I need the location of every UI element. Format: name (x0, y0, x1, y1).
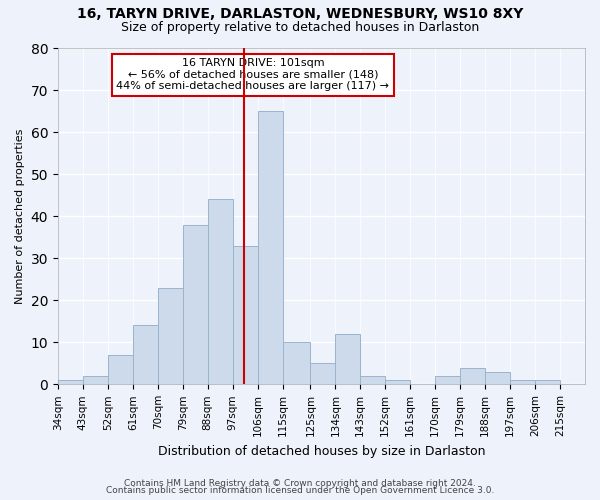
Bar (108, 355, 133, 384)
Y-axis label: Number of detached properties: Number of detached properties (15, 128, 25, 304)
Bar (83, 376, 108, 384)
Bar (257, 111, 283, 384)
Bar (208, 200, 233, 384)
Bar (535, 380, 560, 384)
Bar (133, 326, 158, 384)
Text: 16 TARYN DRIVE: 101sqm
← 56% of detached houses are smaller (148)
44% of semi-de: 16 TARYN DRIVE: 101sqm ← 56% of detached… (116, 58, 389, 92)
Bar (435, 376, 460, 384)
Bar (158, 288, 183, 384)
X-axis label: Distribution of detached houses by size in Darlaston: Distribution of detached houses by size … (158, 444, 485, 458)
Bar (485, 372, 510, 384)
Text: 16, TARYN DRIVE, DARLASTON, WEDNESBURY, WS10 8XY: 16, TARYN DRIVE, DARLASTON, WEDNESBURY, … (77, 8, 523, 22)
Text: Size of property relative to detached houses in Darlaston: Size of property relative to detached ho… (121, 21, 479, 34)
Bar (310, 364, 335, 384)
Bar (58, 380, 83, 384)
Bar (385, 380, 410, 384)
Text: Contains HM Land Registry data © Crown copyright and database right 2024.: Contains HM Land Registry data © Crown c… (124, 478, 476, 488)
Bar (233, 246, 257, 384)
Bar (283, 342, 310, 384)
Bar (335, 334, 360, 384)
Bar (460, 368, 485, 384)
Bar (510, 380, 535, 384)
Bar (360, 376, 385, 384)
Bar (183, 224, 208, 384)
Text: Contains public sector information licensed under the Open Government Licence 3.: Contains public sector information licen… (106, 486, 494, 495)
